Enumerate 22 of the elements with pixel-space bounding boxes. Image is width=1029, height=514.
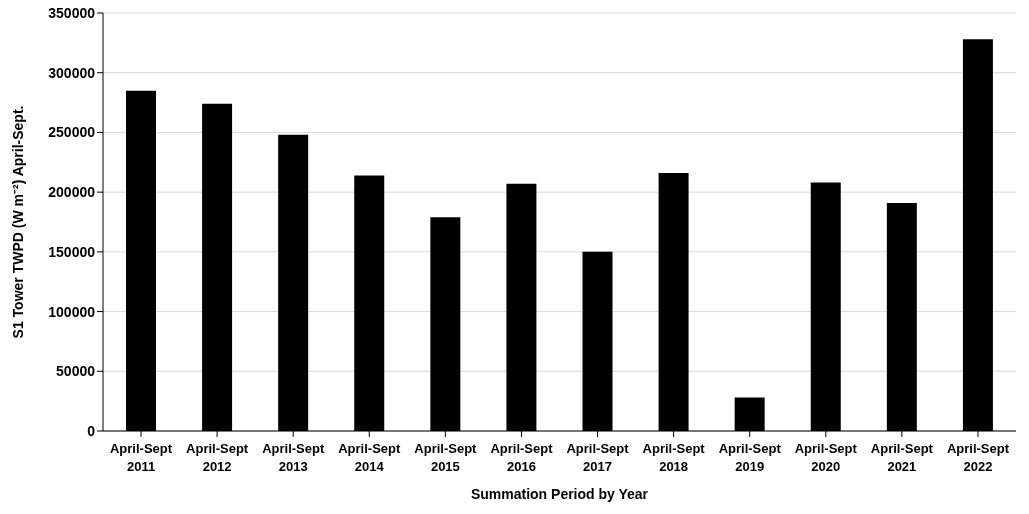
- x-tick-label: April-Sept 2016: [490, 441, 554, 474]
- x-tick-label: April-Sept 2015: [414, 441, 478, 474]
- x-tick-label: April-Sept 2019: [718, 441, 782, 474]
- x-tick-label: April-Sept 2011: [109, 441, 173, 474]
- x-tick-label: April-Sept 2020: [794, 441, 858, 474]
- y-tick-label: 300000: [48, 64, 96, 81]
- x-tick-label: April-Sept 2013: [262, 441, 325, 474]
- y-tick-label: 150000: [48, 243, 96, 260]
- y-tick-label: 50000: [56, 363, 96, 380]
- y-tick-label: 100000: [48, 303, 96, 320]
- x-axis-title: Summation Period by Year: [470, 486, 649, 502]
- y-tick-label: 350000: [48, 4, 96, 21]
- x-tick-label: April-Sept 2018: [642, 441, 706, 474]
- y-tick-label: 250000: [48, 124, 96, 141]
- x-tick-label: April-Sept 2014: [338, 441, 402, 474]
- y-axis-title: S1 Tower TWPD (W m⁻²) April-Sept.: [9, 105, 26, 339]
- x-tick-label: April-Sept 2017: [566, 441, 630, 474]
- x-tick-label: April-Sept 2021: [870, 441, 934, 474]
- x-tick-label: April-Sept 2022: [946, 441, 1010, 474]
- y-tick-label: 200000: [48, 184, 96, 201]
- x-tick-label: April-Sept 2012: [186, 441, 249, 474]
- y-tick-label: 0: [87, 422, 96, 439]
